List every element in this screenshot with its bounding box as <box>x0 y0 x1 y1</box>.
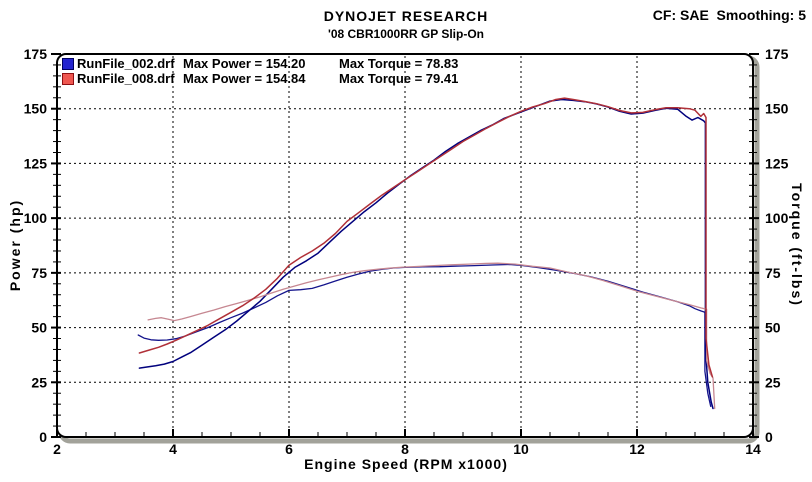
y-right-tick-label: 175 <box>765 46 789 62</box>
y-left-tick-label: 175 <box>24 46 48 62</box>
y-left-tick-label: 125 <box>24 155 48 171</box>
run1-color-swatch-icon <box>62 57 74 70</box>
y-right-tick-label: 0 <box>765 429 773 445</box>
x-tick-label: 4 <box>169 441 177 457</box>
curve-torque-008 <box>147 262 716 410</box>
run1-max-torque-label: Max Torque = 78.83 <box>339 56 459 71</box>
y-left-tick-label: 100 <box>24 210 48 226</box>
x-tick-label: 10 <box>513 441 529 457</box>
run2-color-swatch-icon <box>62 72 74 85</box>
run1-file-label: RunFile_002.drf <box>77 56 175 71</box>
chart-title: DYNOJET RESEARCH <box>323 8 489 24</box>
x-tick-label: 14 <box>745 441 761 457</box>
x-tick-label: 2 <box>53 441 61 457</box>
x-tick-label: 8 <box>401 441 409 457</box>
legend-row-run2: RunFile_008.drf Max Power = 154.84 Max T… <box>62 71 458 86</box>
curve-power-002 <box>138 98 714 410</box>
legend-row-run1: RunFile_002.drf Max Power = 154.20 Max T… <box>62 56 458 71</box>
run1-max-power-label: Max Power = 154.20 <box>183 56 306 71</box>
y-right-tick-label: 125 <box>765 155 789 171</box>
power-axis-label: Power (hp) <box>7 198 23 292</box>
curve-power-008 <box>138 97 714 378</box>
y-left-tick-label: 25 <box>31 374 47 390</box>
y-left-tick-label: 150 <box>24 101 48 117</box>
y-left-tick-label: 75 <box>31 265 47 281</box>
run2-max-power-label: Max Power = 154.84 <box>183 71 306 86</box>
y-right-tick-label: 75 <box>765 265 781 281</box>
torque-axis-label: Torque (ft-lbs) <box>789 183 805 307</box>
x-tick-label: 6 <box>285 441 293 457</box>
run2-max-torque-label: Max Torque = 79.41 <box>339 71 459 86</box>
x-tick-label: 12 <box>629 441 645 457</box>
run2-file-label: RunFile_008.drf <box>77 71 175 86</box>
rpm-axis-label: Engine Speed (RPM x1000) <box>304 456 508 472</box>
y-right-tick-label: 150 <box>765 101 789 117</box>
y-right-tick-label: 25 <box>765 374 781 390</box>
chart-subtitle: '08 CBR1000RR GP Slip-On <box>327 27 484 41</box>
correction-smoothing-label: CF: SAE Smoothing: 5 <box>652 7 806 23</box>
y-right-tick-label: 100 <box>765 210 789 226</box>
y-left-tick-label: 0 <box>39 429 47 445</box>
y-right-tick-label: 50 <box>765 320 781 336</box>
y-left-tick-label: 50 <box>31 320 47 336</box>
legend: RunFile_002.drf Max Power = 154.20 Max T… <box>62 56 458 86</box>
